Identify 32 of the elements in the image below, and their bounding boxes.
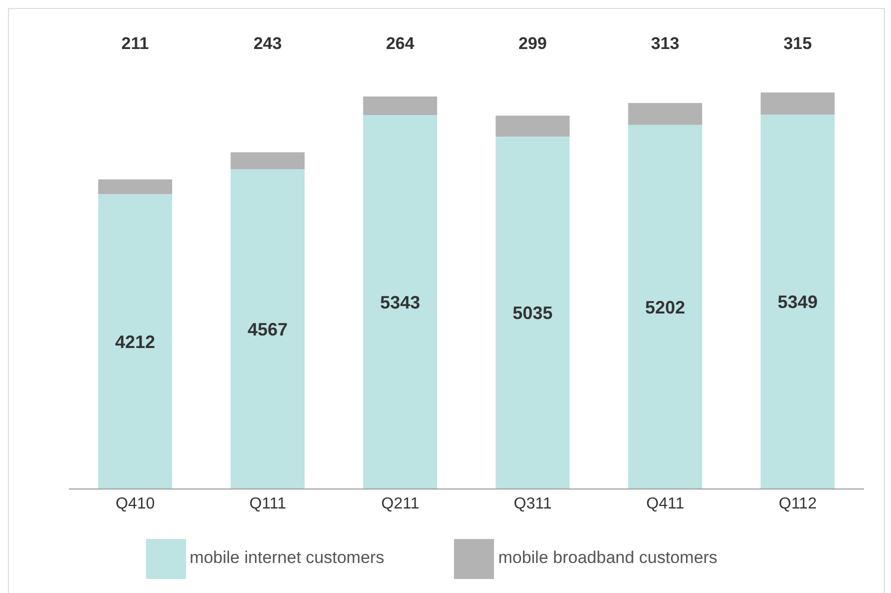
x-tick-label: Q411 <box>646 495 684 512</box>
data-label: 4567 <box>248 320 288 340</box>
data-label: 5202 <box>645 297 686 318</box>
bar <box>363 96 438 115</box>
x-tick-label: Q311 <box>514 495 552 512</box>
legend-label: mobile broadband customers <box>498 548 718 568</box>
bar <box>760 92 835 115</box>
bar <box>230 169 305 489</box>
bar <box>98 179 172 194</box>
bar <box>98 194 172 489</box>
data-label: 5349 <box>778 292 818 312</box>
data-label: 315 <box>783 34 812 53</box>
data-label: 264 <box>386 34 415 53</box>
bar <box>760 114 835 489</box>
bar <box>628 124 702 489</box>
data-label: 243 <box>253 34 282 53</box>
bar <box>628 102 702 125</box>
data-label: 4212 <box>115 332 156 352</box>
data-label: 313 <box>650 34 680 53</box>
x-tick-label: Q112 <box>778 495 817 512</box>
x-tick-label: Q111 <box>249 495 286 512</box>
x-tick-label: Q211 <box>381 495 420 512</box>
bar <box>496 116 570 137</box>
bar <box>230 152 305 170</box>
data-label: 211 <box>121 34 149 53</box>
bar <box>496 136 570 489</box>
legend-label: mobile internet customers <box>190 548 384 568</box>
x-tick-label: Q410 <box>116 495 155 512</box>
data-label: 299 <box>518 34 547 53</box>
data-label: 5035 <box>512 303 553 324</box>
bar <box>363 114 438 489</box>
data-label: 5343 <box>380 292 420 312</box>
